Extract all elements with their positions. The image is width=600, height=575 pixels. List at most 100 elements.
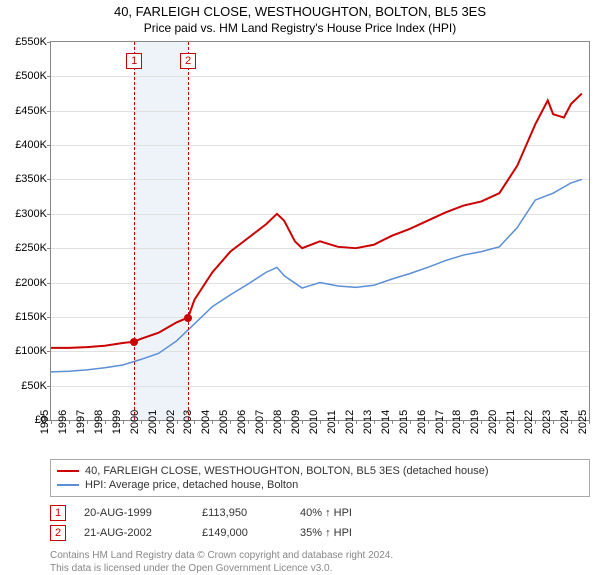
x-axis-label: 2010: [308, 410, 320, 434]
event-line: [134, 42, 135, 420]
x-axis-label: 2012: [344, 410, 356, 434]
event-marker: 2: [180, 53, 196, 69]
y-axis-label: £200K: [15, 277, 47, 289]
x-tick: [284, 420, 285, 424]
x-tick: [499, 420, 500, 424]
legend-row-property: 40, FARLEIGH CLOSE, WESTHOUGHTON, BOLTON…: [57, 464, 583, 478]
sale-point: [184, 314, 192, 322]
chart-lines-svg: [51, 42, 589, 420]
event-row-2: 2 21-AUG-2002 £149,000 35% ↑ HPI: [50, 523, 590, 543]
x-axis-label: 2003: [182, 410, 194, 434]
x-axis-label: 2019: [469, 410, 481, 434]
x-tick: [123, 420, 124, 424]
x-tick: [212, 420, 213, 424]
events-table: 1 20-AUG-1999 £113,950 40% ↑ HPI 2 21-AU…: [50, 503, 590, 543]
event-delta-1: 40% ↑ HPI: [300, 507, 352, 519]
x-axis-label: 2000: [128, 410, 140, 434]
x-tick: [230, 420, 231, 424]
x-axis-label: 2005: [218, 410, 230, 434]
x-axis-label: 2013: [362, 410, 374, 434]
event-line: [188, 42, 189, 420]
x-tick: [141, 420, 142, 424]
x-tick: [320, 420, 321, 424]
x-tick: [517, 420, 518, 424]
x-tick: [481, 420, 482, 424]
event-price-2: £149,000: [202, 527, 282, 539]
legend-box: 40, FARLEIGH CLOSE, WESTHOUGHTON, BOLTON…: [50, 459, 590, 497]
footer-line-1: Contains HM Land Registry data © Crown c…: [50, 549, 590, 562]
y-axis-label: £250K: [15, 242, 47, 254]
x-axis-label: 2025: [577, 410, 589, 434]
x-tick: [463, 420, 464, 424]
x-axis-label: 2015: [397, 410, 409, 434]
y-axis-label: £100K: [15, 345, 47, 357]
x-axis-label: 1996: [57, 410, 69, 434]
x-axis-label: 2022: [523, 410, 535, 434]
y-tick: [47, 111, 51, 112]
x-axis-label: 2001: [146, 410, 158, 434]
y-axis-label: £350K: [15, 173, 47, 185]
event-row-1: 1 20-AUG-1999 £113,950 40% ↑ HPI: [50, 503, 590, 523]
x-tick: [266, 420, 267, 424]
y-tick: [47, 283, 51, 284]
x-axis-label: 2023: [541, 410, 553, 434]
footer-line-2: This data is licensed under the Open Gov…: [50, 562, 590, 575]
x-axis-label: 2020: [487, 410, 499, 434]
x-axis-label: 1995: [39, 410, 51, 434]
sale-point: [130, 338, 138, 346]
x-tick: [87, 420, 88, 424]
x-tick: [535, 420, 536, 424]
y-tick: [47, 42, 51, 43]
y-tick: [47, 179, 51, 180]
x-tick: [553, 420, 554, 424]
x-axis-label: 2017: [433, 410, 445, 434]
x-axis-label: 2018: [451, 410, 463, 434]
footer-attribution: Contains HM Land Registry data © Crown c…: [50, 549, 590, 575]
x-tick: [194, 420, 195, 424]
x-axis-label: 1998: [93, 410, 105, 434]
x-axis-label: 2006: [236, 410, 248, 434]
x-axis-label: 2021: [505, 410, 517, 434]
y-axis-label: £150K: [15, 311, 47, 323]
x-axis-label: 2009: [290, 410, 302, 434]
x-axis-label: 2007: [254, 410, 266, 434]
y-tick: [47, 386, 51, 387]
event-marker: 1: [126, 53, 142, 69]
event-date-2: 21-AUG-2002: [84, 527, 184, 539]
y-axis-label: £450K: [15, 105, 47, 117]
x-axis-label: 1999: [110, 410, 122, 434]
legend-swatch-hpi: [57, 484, 79, 486]
x-axis-label: 2004: [200, 410, 212, 434]
chart-inner: 12: [51, 42, 589, 420]
x-tick: [51, 420, 52, 424]
y-tick: [47, 145, 51, 146]
x-tick: [356, 420, 357, 424]
y-axis-label: £500K: [15, 70, 47, 82]
x-axis-label: 2002: [164, 410, 176, 434]
x-tick: [374, 420, 375, 424]
chart-container: 40, FARLEIGH CLOSE, WESTHOUGHTON, BOLTON…: [0, 0, 600, 560]
x-tick: [589, 420, 590, 424]
chart-title: 40, FARLEIGH CLOSE, WESTHOUGHTON, BOLTON…: [0, 0, 600, 19]
x-tick: [302, 420, 303, 424]
x-tick: [571, 420, 572, 424]
y-axis-label: £50K: [21, 380, 47, 392]
event-badge-1: 1: [50, 505, 66, 521]
legend-row-hpi: HPI: Average price, detached house, Bolt…: [57, 478, 583, 492]
x-axis-label: 2014: [379, 410, 391, 434]
event-delta-2: 35% ↑ HPI: [300, 527, 352, 539]
series-line-property: [51, 94, 582, 348]
x-tick: [410, 420, 411, 424]
y-tick: [47, 76, 51, 77]
legend-swatch-property: [57, 470, 79, 472]
x-axis-label: 2024: [559, 410, 571, 434]
legend-label-hpi: HPI: Average price, detached house, Bolt…: [85, 479, 298, 491]
y-axis-label: £400K: [15, 139, 47, 151]
y-tick: [47, 214, 51, 215]
x-axis-label: 2008: [272, 410, 284, 434]
legend-label-property: 40, FARLEIGH CLOSE, WESTHOUGHTON, BOLTON…: [85, 465, 488, 477]
chart-subtitle: Price paid vs. HM Land Registry's House …: [0, 19, 600, 41]
x-axis-label: 2016: [415, 410, 427, 434]
event-date-1: 20-AUG-1999: [84, 507, 184, 519]
y-tick: [47, 317, 51, 318]
